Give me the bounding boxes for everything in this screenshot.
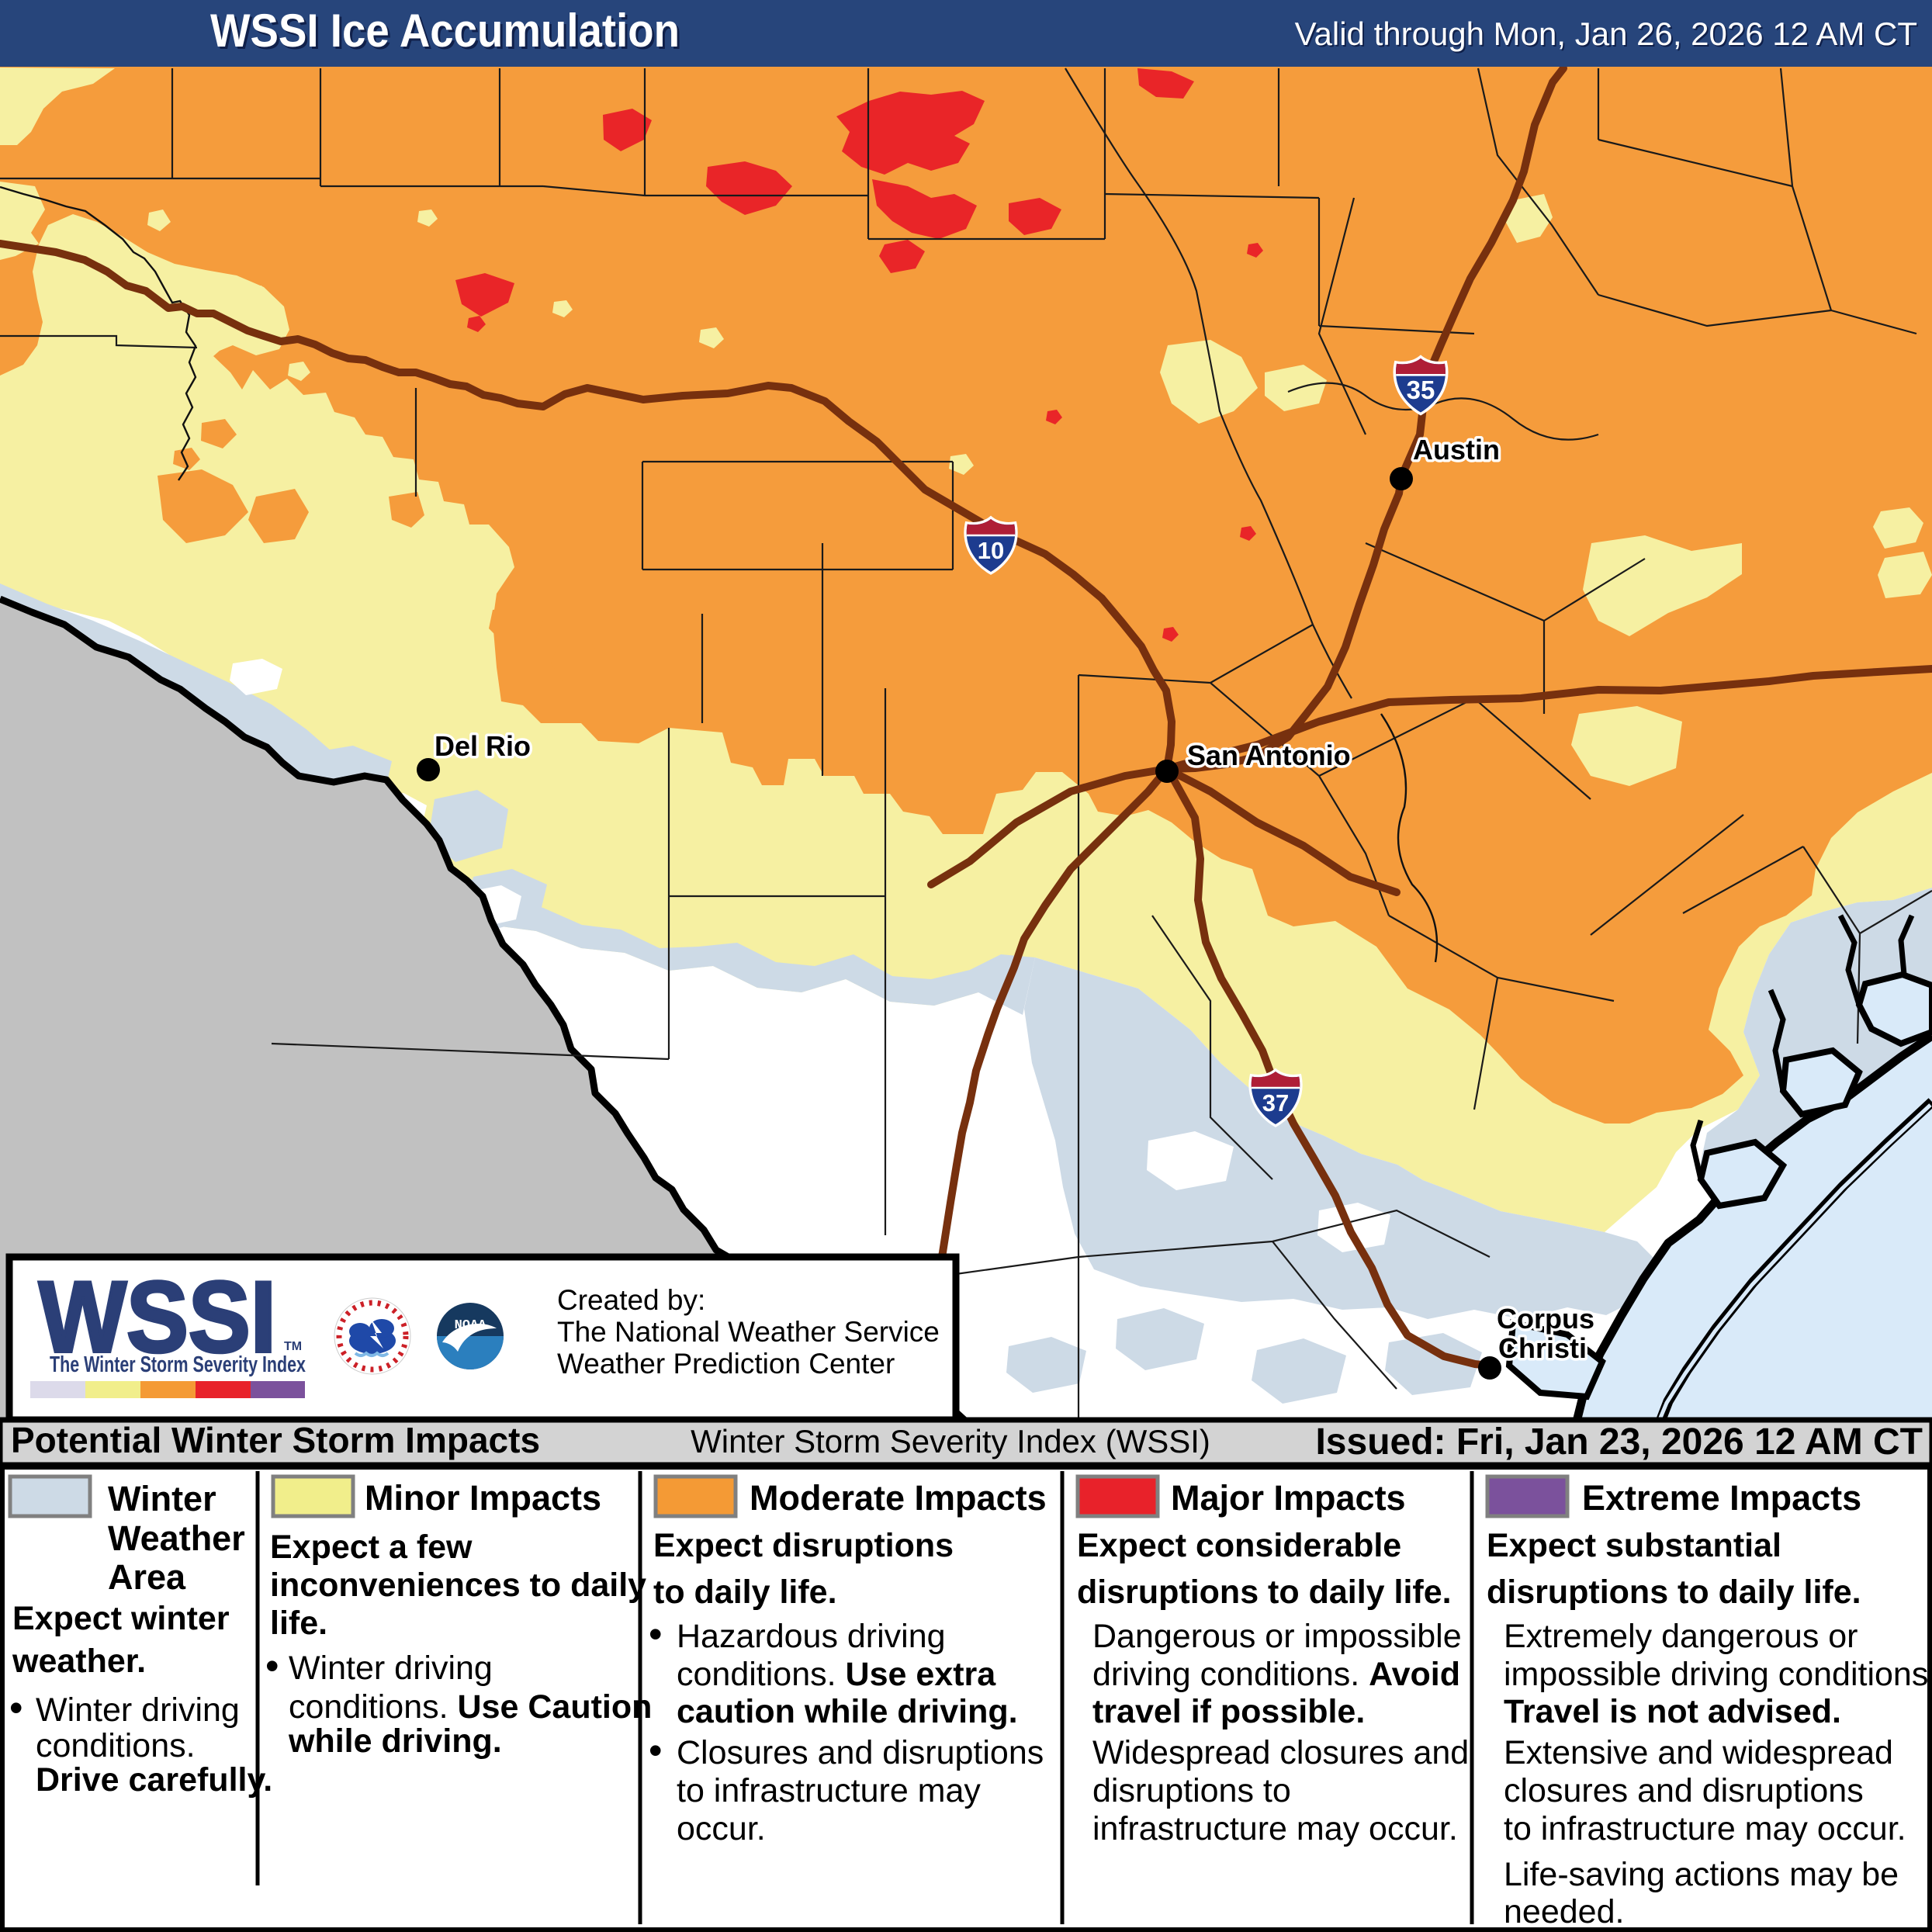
svg-text:Corpus: Corpus — [1497, 1303, 1594, 1335]
svg-text:infrastructure may occur.: infrastructure may occur. — [1092, 1810, 1458, 1847]
svg-text:Extensive and widespread: Extensive and widespread — [1504, 1734, 1893, 1771]
svg-text:Winter driving: Winter driving — [36, 1691, 240, 1729]
svg-text:to infrastructure may: to infrastructure may — [677, 1772, 981, 1809]
svg-text:Moderate Impacts: Moderate Impacts — [750, 1478, 1047, 1518]
svg-text:driving conditions. Avoid: driving conditions. Avoid — [1092, 1656, 1460, 1693]
svg-text:Austin: Austin — [1413, 434, 1500, 466]
svg-text:•: • — [649, 1729, 663, 1772]
svg-text:disruptions to: disruptions to — [1092, 1772, 1291, 1809]
svg-text:Valid through Mon, Jan 26, 202: Valid through Mon, Jan 26, 2026 12 AM CT — [1295, 16, 1917, 52]
svg-text:Extremely dangerous or: Extremely dangerous or — [1504, 1618, 1858, 1655]
svg-text:Weather Prediction Center: Weather Prediction Center — [557, 1348, 895, 1380]
svg-text:while driving.: while driving. — [288, 1723, 502, 1760]
svg-text:San Antonio: San Antonio — [1187, 739, 1351, 771]
svg-text:Travel is not advised.: Travel is not advised. — [1504, 1693, 1841, 1730]
svg-text:WSSI Ice Accumulation: WSSI Ice Accumulation — [213, 7, 682, 59]
svg-text:Closures and disruptions: Closures and disruptions — [677, 1734, 1044, 1771]
svg-text:weather.: weather. — [12, 1643, 146, 1680]
svg-text:•: • — [9, 1686, 23, 1729]
svg-text:inconveniences to daily: inconveniences to daily — [270, 1567, 646, 1604]
svg-text:life.: life. — [270, 1605, 327, 1642]
svg-text:disruptions to daily life.: disruptions to daily life. — [1077, 1574, 1452, 1611]
svg-text:Christi: Christi — [1498, 1332, 1587, 1364]
svg-text:Potential Winter Storm Impacts: Potential Winter Storm Impacts — [11, 1420, 540, 1460]
svg-text:Expect winter: Expect winter — [12, 1600, 230, 1637]
svg-text:Expect considerable: Expect considerable — [1077, 1527, 1401, 1564]
svg-text:37: 37 — [1262, 1089, 1289, 1117]
svg-text:Life-saving actions may be: Life-saving actions may be — [1504, 1856, 1899, 1893]
svg-text:Major Impacts: Major Impacts — [1171, 1478, 1406, 1518]
svg-text:Dangerous or impossible: Dangerous or impossible — [1092, 1618, 1462, 1655]
svg-text:Winter: Winter — [108, 1479, 216, 1518]
svg-text:Weather: Weather — [108, 1518, 245, 1558]
svg-text:Minor Impacts: Minor Impacts — [365, 1478, 601, 1518]
svg-text:Created by:: Created by: — [557, 1284, 705, 1316]
svg-text:Expect disruptions: Expect disruptions — [653, 1527, 954, 1564]
svg-text:disruptions to daily life.: disruptions to daily life. — [1487, 1574, 1861, 1611]
svg-text:conditions. Use extra: conditions. Use extra — [677, 1656, 996, 1693]
svg-text:Valid through Mon, Jan 26, 202: Valid through Mon, Jan 26, 2026 12 AM CT — [1297, 17, 1919, 54]
svg-text:WSSI Ice Accumulation: WSSI Ice Accumulation — [210, 5, 680, 57]
svg-text:occur.: occur. — [677, 1810, 766, 1847]
svg-text:to daily life.: to daily life. — [653, 1574, 837, 1611]
svg-text:Del Rio: Del Rio — [435, 730, 531, 762]
svg-text:WSSI: WSSI — [39, 1260, 276, 1373]
svg-text:The Winter Storm Severity Inde: The Winter Storm Severity Index — [50, 1352, 306, 1377]
svg-text:TM: TM — [284, 1340, 302, 1353]
svg-text:needed.: needed. — [1504, 1893, 1624, 1930]
svg-text:Drive carefully.: Drive carefully. — [36, 1761, 272, 1799]
svg-text:10: 10 — [978, 537, 1004, 564]
svg-text:conditions.: conditions. — [36, 1727, 196, 1764]
svg-text:Extreme Impacts: Extreme Impacts — [1582, 1478, 1861, 1518]
svg-text:Winter driving: Winter driving — [289, 1650, 493, 1687]
svg-text:caution while driving.: caution while driving. — [677, 1693, 1018, 1730]
svg-text:Winter Storm Severity Index (W: Winter Storm Severity Index (WSSI) — [691, 1423, 1210, 1459]
svg-text:•: • — [265, 1644, 279, 1688]
svg-text:closures and disruptions: closures and disruptions — [1504, 1772, 1864, 1809]
svg-text:conditions. Use Caution: conditions. Use Caution — [289, 1688, 652, 1726]
svg-text:Hazardous driving: Hazardous driving — [677, 1618, 946, 1655]
svg-text:•: • — [649, 1612, 663, 1656]
svg-text:Area: Area — [108, 1557, 186, 1597]
svg-text:Widespread closures and: Widespread closures and — [1092, 1734, 1469, 1771]
svg-text:Expect a few: Expect a few — [270, 1529, 473, 1566]
svg-text:Issued: Fri, Jan 23, 2026 12 A: Issued: Fri, Jan 23, 2026 12 AM CT — [1315, 1421, 1923, 1463]
svg-text:35: 35 — [1407, 376, 1435, 404]
svg-text:Expect substantial: Expect substantial — [1487, 1527, 1781, 1564]
svg-text:NOAA: NOAA — [455, 1318, 487, 1333]
svg-text:travel if possible.: travel if possible. — [1092, 1693, 1365, 1730]
svg-text:The National Weather Service: The National Weather Service — [557, 1316, 940, 1348]
svg-text:to infrastructure may occur.: to infrastructure may occur. — [1504, 1810, 1906, 1847]
svg-text:impossible driving conditions.: impossible driving conditions. — [1504, 1656, 1932, 1693]
